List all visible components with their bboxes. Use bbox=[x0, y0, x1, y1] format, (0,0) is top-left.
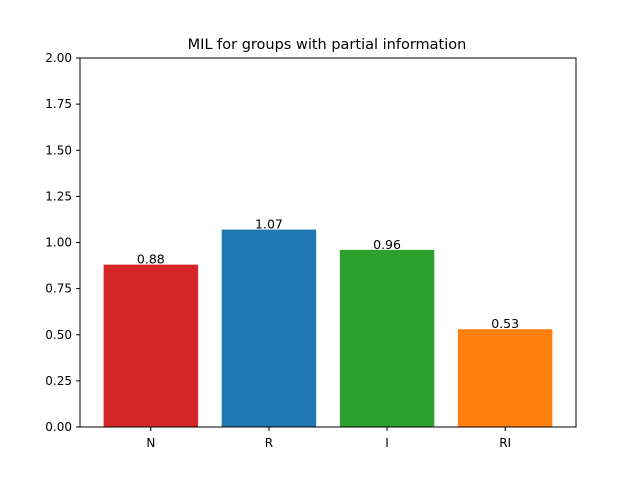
y-tick-label: 1.75 bbox=[45, 97, 72, 111]
data-labels: 0.88 1.07 0.96 0.53 bbox=[137, 217, 519, 332]
y-tick-label: 0.75 bbox=[45, 282, 72, 296]
bar-n bbox=[103, 264, 199, 427]
y-tick-label: 0.25 bbox=[45, 374, 72, 388]
x-tick-label: N bbox=[146, 436, 155, 450]
y-tick-label: 0.00 bbox=[45, 420, 72, 434]
x-tick-label: R bbox=[265, 436, 273, 450]
bar-r bbox=[221, 229, 317, 427]
chart-title: MIL for groups with partial information bbox=[188, 37, 467, 53]
data-label-ri: 0.53 bbox=[491, 316, 519, 331]
y-tick-label: 1.25 bbox=[45, 189, 72, 203]
y-tick-label: 1.00 bbox=[45, 236, 72, 250]
data-label-r: 1.07 bbox=[255, 217, 283, 232]
x-axis: N R I RI bbox=[146, 427, 511, 450]
y-axis: 0.00 0.25 0.50 0.75 1.00 1.25 1.50 1.75 2.00 bbox=[45, 51, 80, 434]
plot-frame bbox=[79, 57, 577, 428]
y-tick-label: 1.50 bbox=[45, 143, 72, 157]
x-tick-label: RI bbox=[499, 436, 511, 450]
bar-i bbox=[339, 249, 435, 427]
x-tick-label: I bbox=[385, 436, 389, 450]
bars bbox=[103, 229, 553, 427]
data-label-n: 0.88 bbox=[137, 252, 165, 267]
bar-ri bbox=[457, 329, 553, 427]
y-tick-label: 2.00 bbox=[45, 51, 72, 65]
data-label-i: 0.96 bbox=[373, 237, 401, 252]
y-tick-label: 0.50 bbox=[45, 328, 72, 342]
